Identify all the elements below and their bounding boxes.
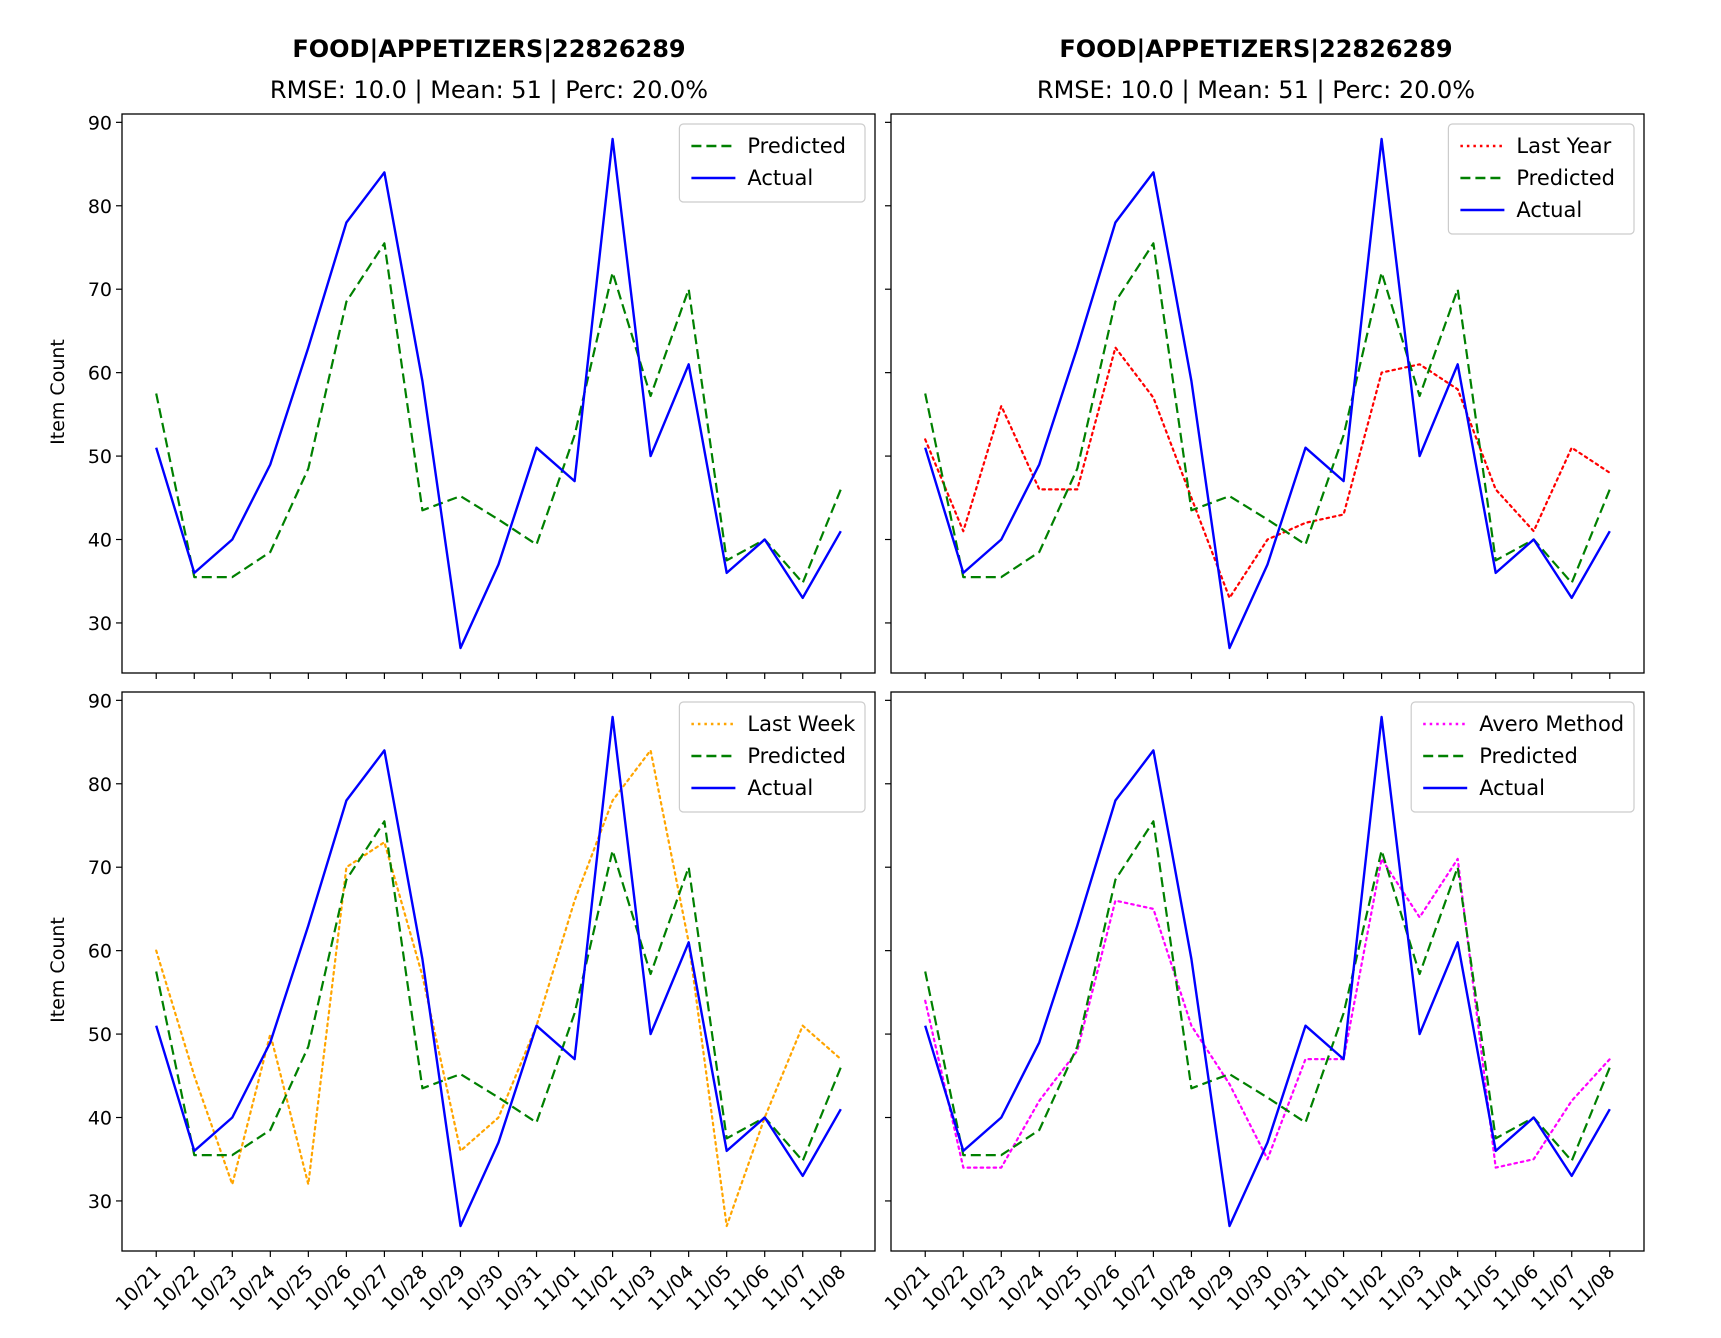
legend-label-actual: Actual [747, 166, 813, 190]
legend-label-predicted: Predicted [747, 744, 846, 768]
y-tick-label: 30 [88, 613, 112, 635]
y-tick-label: 50 [88, 446, 112, 468]
series-line-predicted [155, 820, 842, 1163]
series-line-actual [924, 137, 1611, 650]
series-line-last-week [155, 749, 842, 1228]
y-tick-label: 70 [88, 857, 112, 879]
y-tick-label: 40 [88, 1108, 112, 1130]
y-tick-label: 60 [88, 941, 112, 963]
legend: Last Week Predicted Actual [678, 701, 866, 813]
plot-frame [121, 113, 876, 674]
y-tick-label: 50 [88, 1024, 112, 1046]
y-tick-label: 40 [88, 530, 112, 552]
legend-label-predicted: Predicted [1479, 744, 1578, 768]
y-axis-label-bottom-left: Item Count [47, 917, 69, 1023]
y-tick-label: 80 [88, 196, 112, 218]
y-tick-label: 70 [88, 279, 112, 301]
series-line-actual [924, 715, 1611, 1228]
y-tick-label: 90 [88, 690, 112, 712]
y-tick-label: 30 [88, 1191, 112, 1213]
legend-label-actual: Actual [1516, 198, 1582, 222]
series-line-last-year [924, 346, 1611, 600]
y-tick-label: 80 [88, 774, 112, 796]
y-tick-label: 60 [88, 363, 112, 385]
legend-label-last-year: Last Year [1516, 134, 1611, 158]
panel-bottom-right: 10/2110/2210/2310/2410/2510/2610/2710/28… [880, 691, 1645, 1315]
legend-label-predicted: Predicted [747, 134, 846, 158]
series-line-actual [155, 715, 842, 1228]
series-line-predicted [924, 820, 1611, 1163]
chart-subtitle-top-left: RMSE: 10.0 | Mean: 51 | Perc: 20.0% [270, 76, 708, 104]
legend-box [678, 123, 866, 203]
panel-top-left: 30 40 50 60 70 80 90 Predicted Actual [88, 112, 876, 679]
series-line-predicted [924, 242, 1611, 585]
legend: Predicted Actual [678, 123, 866, 203]
chart-subtitle-top-right: RMSE: 10.0 | Mean: 51 | Perc: 20.0% [1037, 76, 1475, 104]
series-line-actual [155, 137, 842, 650]
y-tick-label: 90 [88, 112, 112, 134]
legend: Avero Method Predicted Actual [1410, 701, 1635, 813]
legend-box [678, 701, 866, 813]
legend-box [1410, 701, 1635, 813]
legend-label-avero-method: Avero Method [1479, 712, 1624, 736]
legend-label-actual: Actual [1479, 776, 1545, 800]
legend: Last Year Predicted Actual [1447, 123, 1635, 235]
legend-label-predicted: Predicted [1516, 166, 1615, 190]
legend-box [1447, 123, 1635, 235]
chart-title-top-left: FOOD|APPETIZERS|22826289 [292, 35, 685, 63]
panel-bottom-left: 3040506070809010/2110/2210/2310/2410/251… [88, 690, 876, 1315]
series-line-predicted [155, 242, 842, 585]
panel-top-right: Last Year Predicted Actual [885, 113, 1645, 679]
legend-label-actual: Actual [747, 776, 813, 800]
legend-label-last-week: Last Week [747, 712, 856, 736]
chart-title-top-right: FOOD|APPETIZERS|22826289 [1059, 35, 1452, 63]
y-axis-label-top-left: Item Count [47, 339, 69, 445]
series-line-avero-method [924, 857, 1611, 1169]
